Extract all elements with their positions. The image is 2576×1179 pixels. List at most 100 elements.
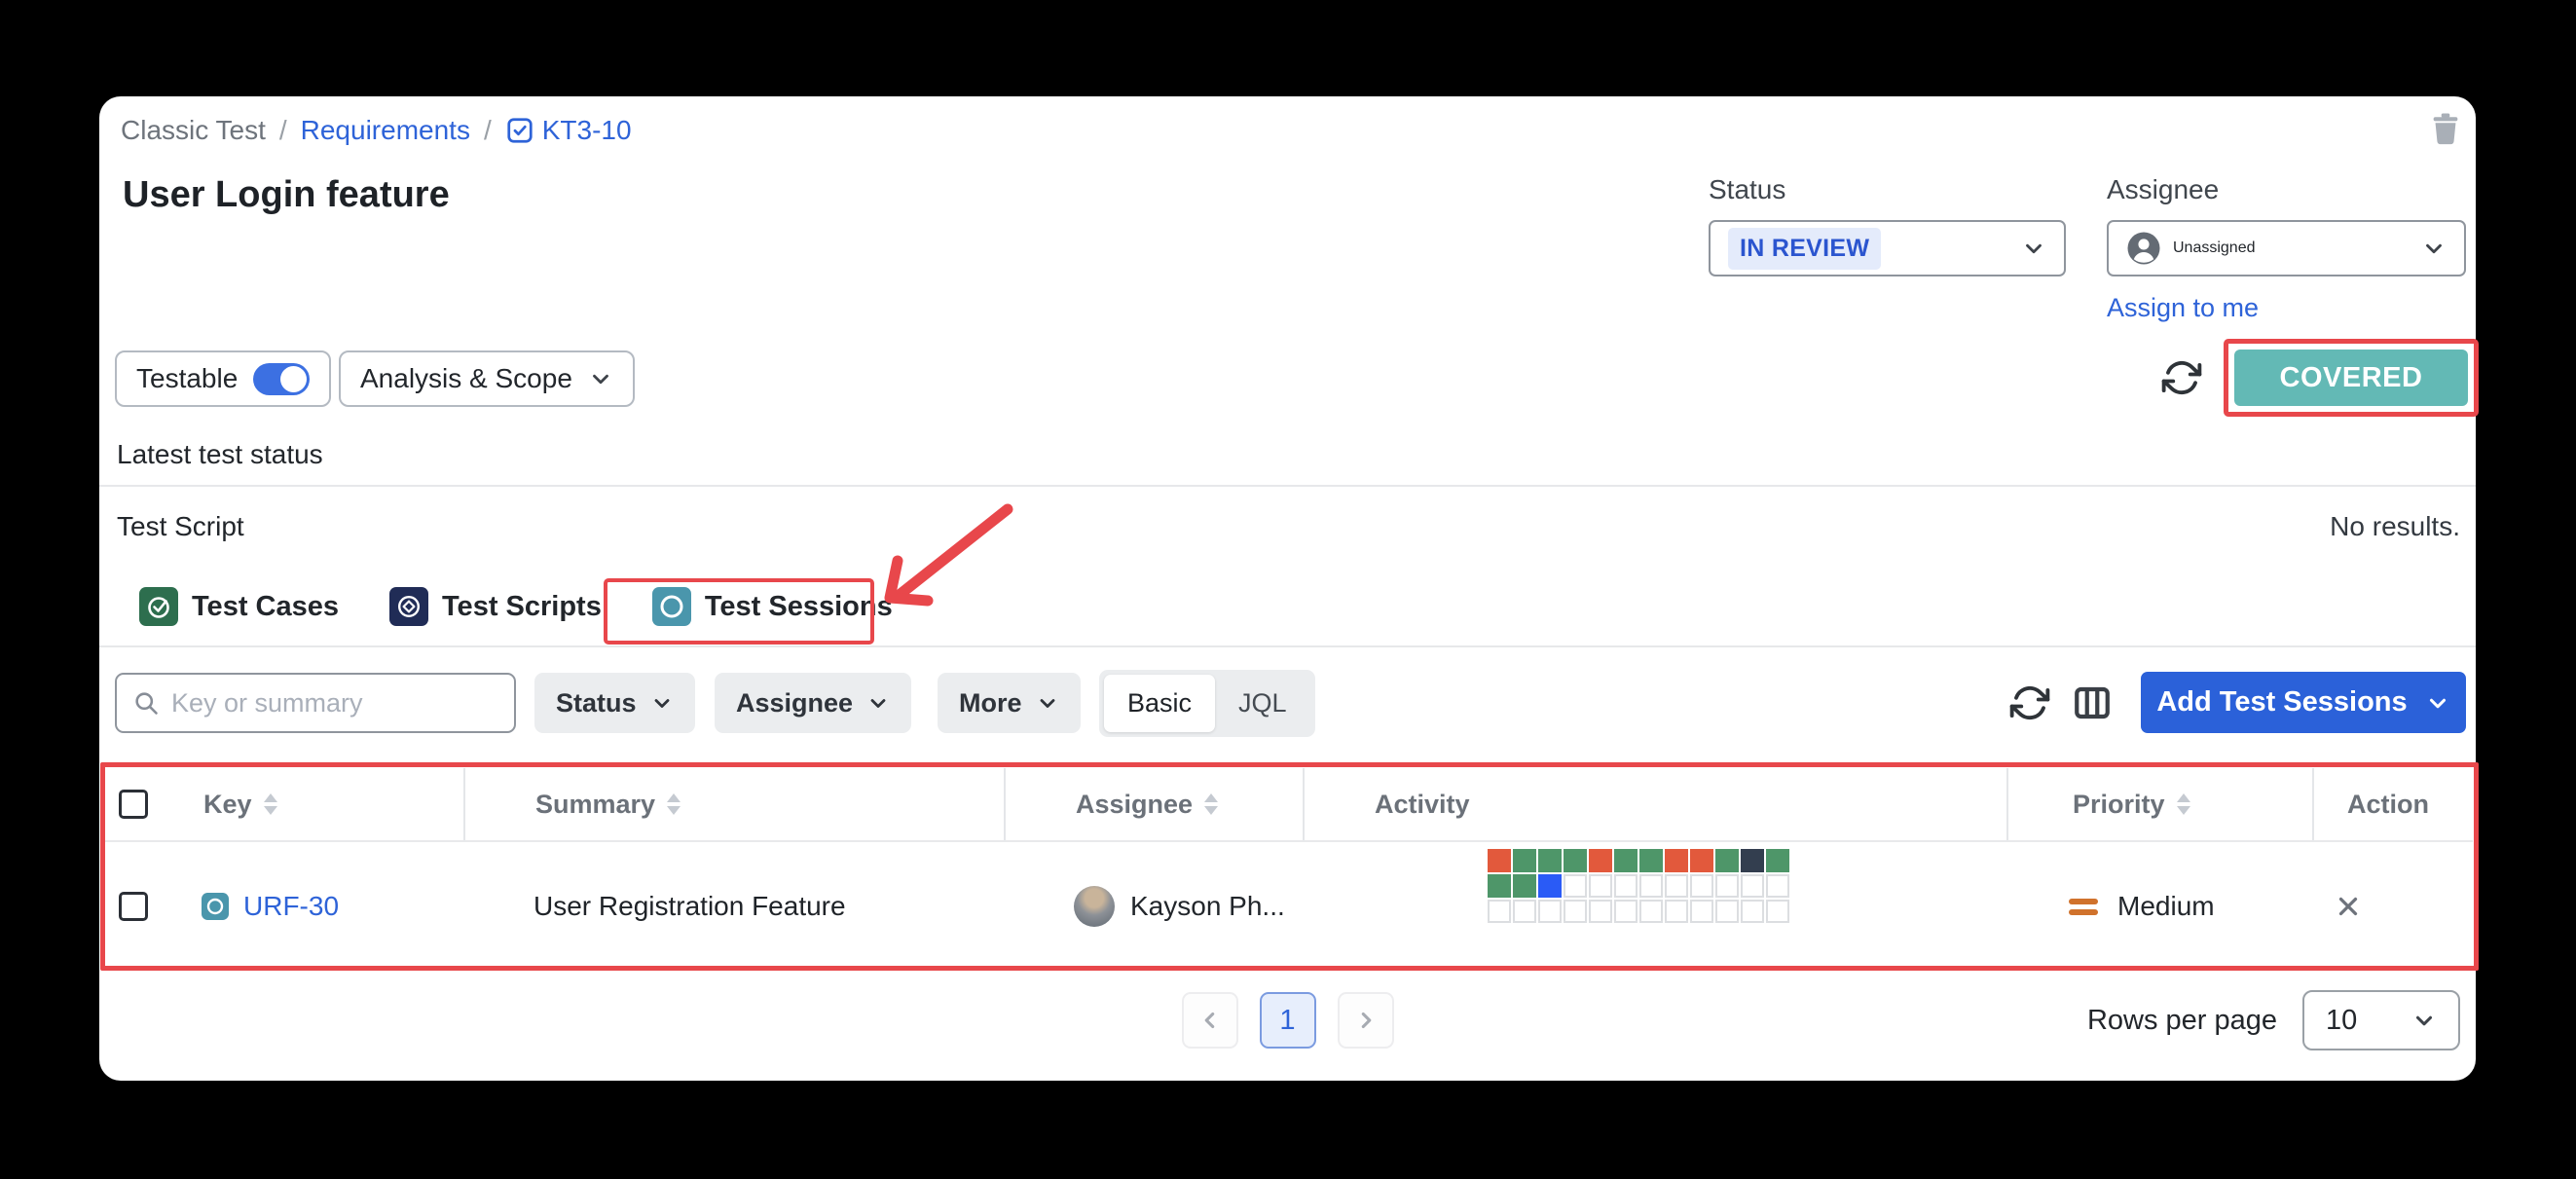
breadcrumb-issue[interactable]: KT3-10 bbox=[505, 115, 632, 146]
pagination: 1 bbox=[99, 992, 2476, 1049]
assignee-label: Assignee bbox=[2107, 174, 2220, 204]
search-container bbox=[115, 673, 516, 733]
tab-test-cases[interactable]: Test Cases bbox=[139, 587, 339, 626]
tab-label: Test Cases bbox=[192, 590, 339, 622]
coverage-annotation-box: COVERED bbox=[2224, 339, 2479, 417]
status-label: Status bbox=[1709, 174, 1786, 204]
page-title: User Login feature bbox=[123, 174, 450, 215]
search-input[interactable] bbox=[171, 687, 498, 718]
filter-assignee-dropdown[interactable]: Assignee bbox=[715, 673, 912, 733]
status-select[interactable]: IN REVIEW bbox=[1709, 220, 2066, 276]
filter-more-dropdown[interactable]: More bbox=[938, 673, 1081, 733]
delete-button[interactable] bbox=[2425, 108, 2466, 149]
filter-status-dropdown[interactable]: Status bbox=[534, 673, 695, 733]
latest-test-status-label: Latest test status bbox=[117, 439, 323, 469]
test-script-label: Test Script bbox=[117, 511, 244, 541]
divider bbox=[99, 485, 2476, 487]
column-header-summary[interactable]: Summary bbox=[463, 768, 1004, 840]
chevron-down-icon bbox=[588, 366, 613, 391]
test-cases-icon bbox=[139, 587, 178, 626]
tab-label: Test Sessions bbox=[704, 590, 893, 622]
column-settings-button[interactable] bbox=[2070, 681, 2115, 725]
row-checkbox[interactable] bbox=[119, 892, 148, 921]
refresh-list-button[interactable] bbox=[2007, 681, 2052, 725]
analysis-scope-dropdown[interactable]: Analysis & Scope bbox=[339, 350, 635, 407]
assignee-value: Unassigned bbox=[2173, 239, 2256, 256]
assignee-select[interactable]: Unassigned bbox=[2107, 220, 2466, 276]
filter-status-label: Status bbox=[556, 687, 637, 718]
issue-detail-panel: Classic Test / Requirements / KT3-10 Use… bbox=[99, 96, 2479, 1081]
chevron-down-icon bbox=[1040, 699, 1054, 708]
add-test-sessions-button[interactable]: Add Test Sessions bbox=[2141, 672, 2466, 733]
filter-assignee-label: Assignee bbox=[736, 687, 854, 718]
select-all-checkbox[interactable] bbox=[119, 790, 148, 819]
refresh-icon bbox=[2009, 685, 2050, 720]
testable-label: Testable bbox=[136, 363, 239, 393]
person-icon bbox=[2126, 231, 2161, 266]
no-results-text: No results. bbox=[2330, 511, 2460, 541]
sort-icon bbox=[667, 793, 681, 815]
analysis-scope-label: Analysis & Scope bbox=[360, 363, 572, 393]
coverage-tabs: Test Cases Test Scripts Test Sessions bbox=[139, 585, 893, 628]
divider bbox=[99, 645, 2476, 647]
next-page-button[interactable] bbox=[1337, 992, 1394, 1049]
test-sessions-icon bbox=[651, 587, 691, 626]
page-number-button[interactable]: 1 bbox=[1259, 992, 1316, 1049]
table-annotation-box bbox=[100, 762, 2479, 971]
status-badge: IN REVIEW bbox=[1728, 227, 1882, 270]
filter-more-label: More bbox=[959, 687, 1022, 718]
column-header-priority[interactable]: Priority bbox=[2006, 768, 2312, 840]
coverage-status-button[interactable]: COVERED bbox=[2234, 350, 2468, 406]
chevron-down-icon bbox=[2415, 1015, 2433, 1026]
breadcrumb-separator: / bbox=[278, 115, 287, 145]
table-header-row: Key Summary Assignee Activity Priority A… bbox=[102, 768, 2473, 842]
key-cell: URF-30 bbox=[165, 891, 463, 922]
refresh-coverage-button[interactable] bbox=[2159, 355, 2204, 400]
avatar bbox=[1074, 886, 1115, 927]
testable-toggle[interactable] bbox=[253, 362, 311, 395]
add-test-sessions-label: Add Test Sessions bbox=[2156, 686, 2408, 718]
rows-per-page-label: Rows per page bbox=[2086, 1004, 2277, 1036]
activity-cell bbox=[1303, 849, 2006, 923]
tab-test-scripts[interactable]: Test Scripts bbox=[389, 587, 602, 626]
chevron-right-icon bbox=[1361, 1012, 1371, 1029]
session-key-link[interactable]: URF-30 bbox=[243, 891, 340, 921]
rows-per-page-select[interactable]: 10 bbox=[2302, 990, 2460, 1050]
chevron-down-icon bbox=[2429, 698, 2446, 708]
column-header-assignee[interactable]: Assignee bbox=[1004, 768, 1303, 840]
priority-value: Medium bbox=[2117, 891, 2215, 921]
activity-heatmap bbox=[1488, 849, 2006, 923]
search-icon bbox=[132, 689, 160, 717]
mode-basic-option[interactable]: Basic bbox=[1104, 675, 1216, 732]
test-sessions-annotation-box bbox=[604, 578, 874, 645]
sort-icon bbox=[2176, 793, 2190, 815]
column-header-activity: Activity bbox=[1303, 768, 2006, 840]
chevron-down-icon bbox=[2421, 236, 2447, 261]
assignee-name: Kayson Ph... bbox=[1130, 891, 1285, 921]
test-scripts-icon bbox=[389, 587, 428, 626]
prev-page-button[interactable] bbox=[1181, 992, 1238, 1049]
tab-test-sessions[interactable]: Test Sessions bbox=[651, 587, 893, 626]
testable-toggle-container[interactable]: Testable bbox=[115, 350, 332, 407]
breadcrumb-requirements-link[interactable]: Requirements bbox=[300, 115, 470, 145]
tab-label: Test Scripts bbox=[442, 590, 602, 622]
refresh-icon bbox=[2161, 360, 2202, 395]
requirement-checkbox-icon bbox=[505, 116, 534, 145]
chevron-down-icon bbox=[2021, 236, 2046, 261]
assignee-cell: Kayson Ph... bbox=[1004, 886, 1303, 927]
rows-per-page-value: 10 bbox=[2326, 1004, 2358, 1036]
action-cell bbox=[2312, 892, 2473, 921]
column-header-action: Action bbox=[2312, 768, 2473, 840]
rows-per-page: Rows per page 10 bbox=[2087, 990, 2460, 1050]
assign-to-me-link[interactable]: Assign to me bbox=[2107, 293, 2260, 322]
breadcrumb-separator: / bbox=[483, 115, 492, 145]
test-sessions-table: Key Summary Assignee Activity Priority A… bbox=[102, 768, 2473, 971]
breadcrumb: Classic Test / Requirements / KT3-10 bbox=[121, 112, 632, 149]
query-mode-segment: Basic JQL bbox=[1099, 670, 1315, 737]
sort-icon bbox=[263, 793, 277, 815]
summary-cell: User Registration Feature bbox=[534, 891, 846, 921]
remove-icon[interactable] bbox=[2334, 892, 2363, 921]
breadcrumb-project[interactable]: Classic Test bbox=[121, 115, 266, 145]
column-header-key[interactable]: Key bbox=[165, 768, 463, 840]
mode-jql-option[interactable]: JQL bbox=[1238, 688, 1287, 718]
